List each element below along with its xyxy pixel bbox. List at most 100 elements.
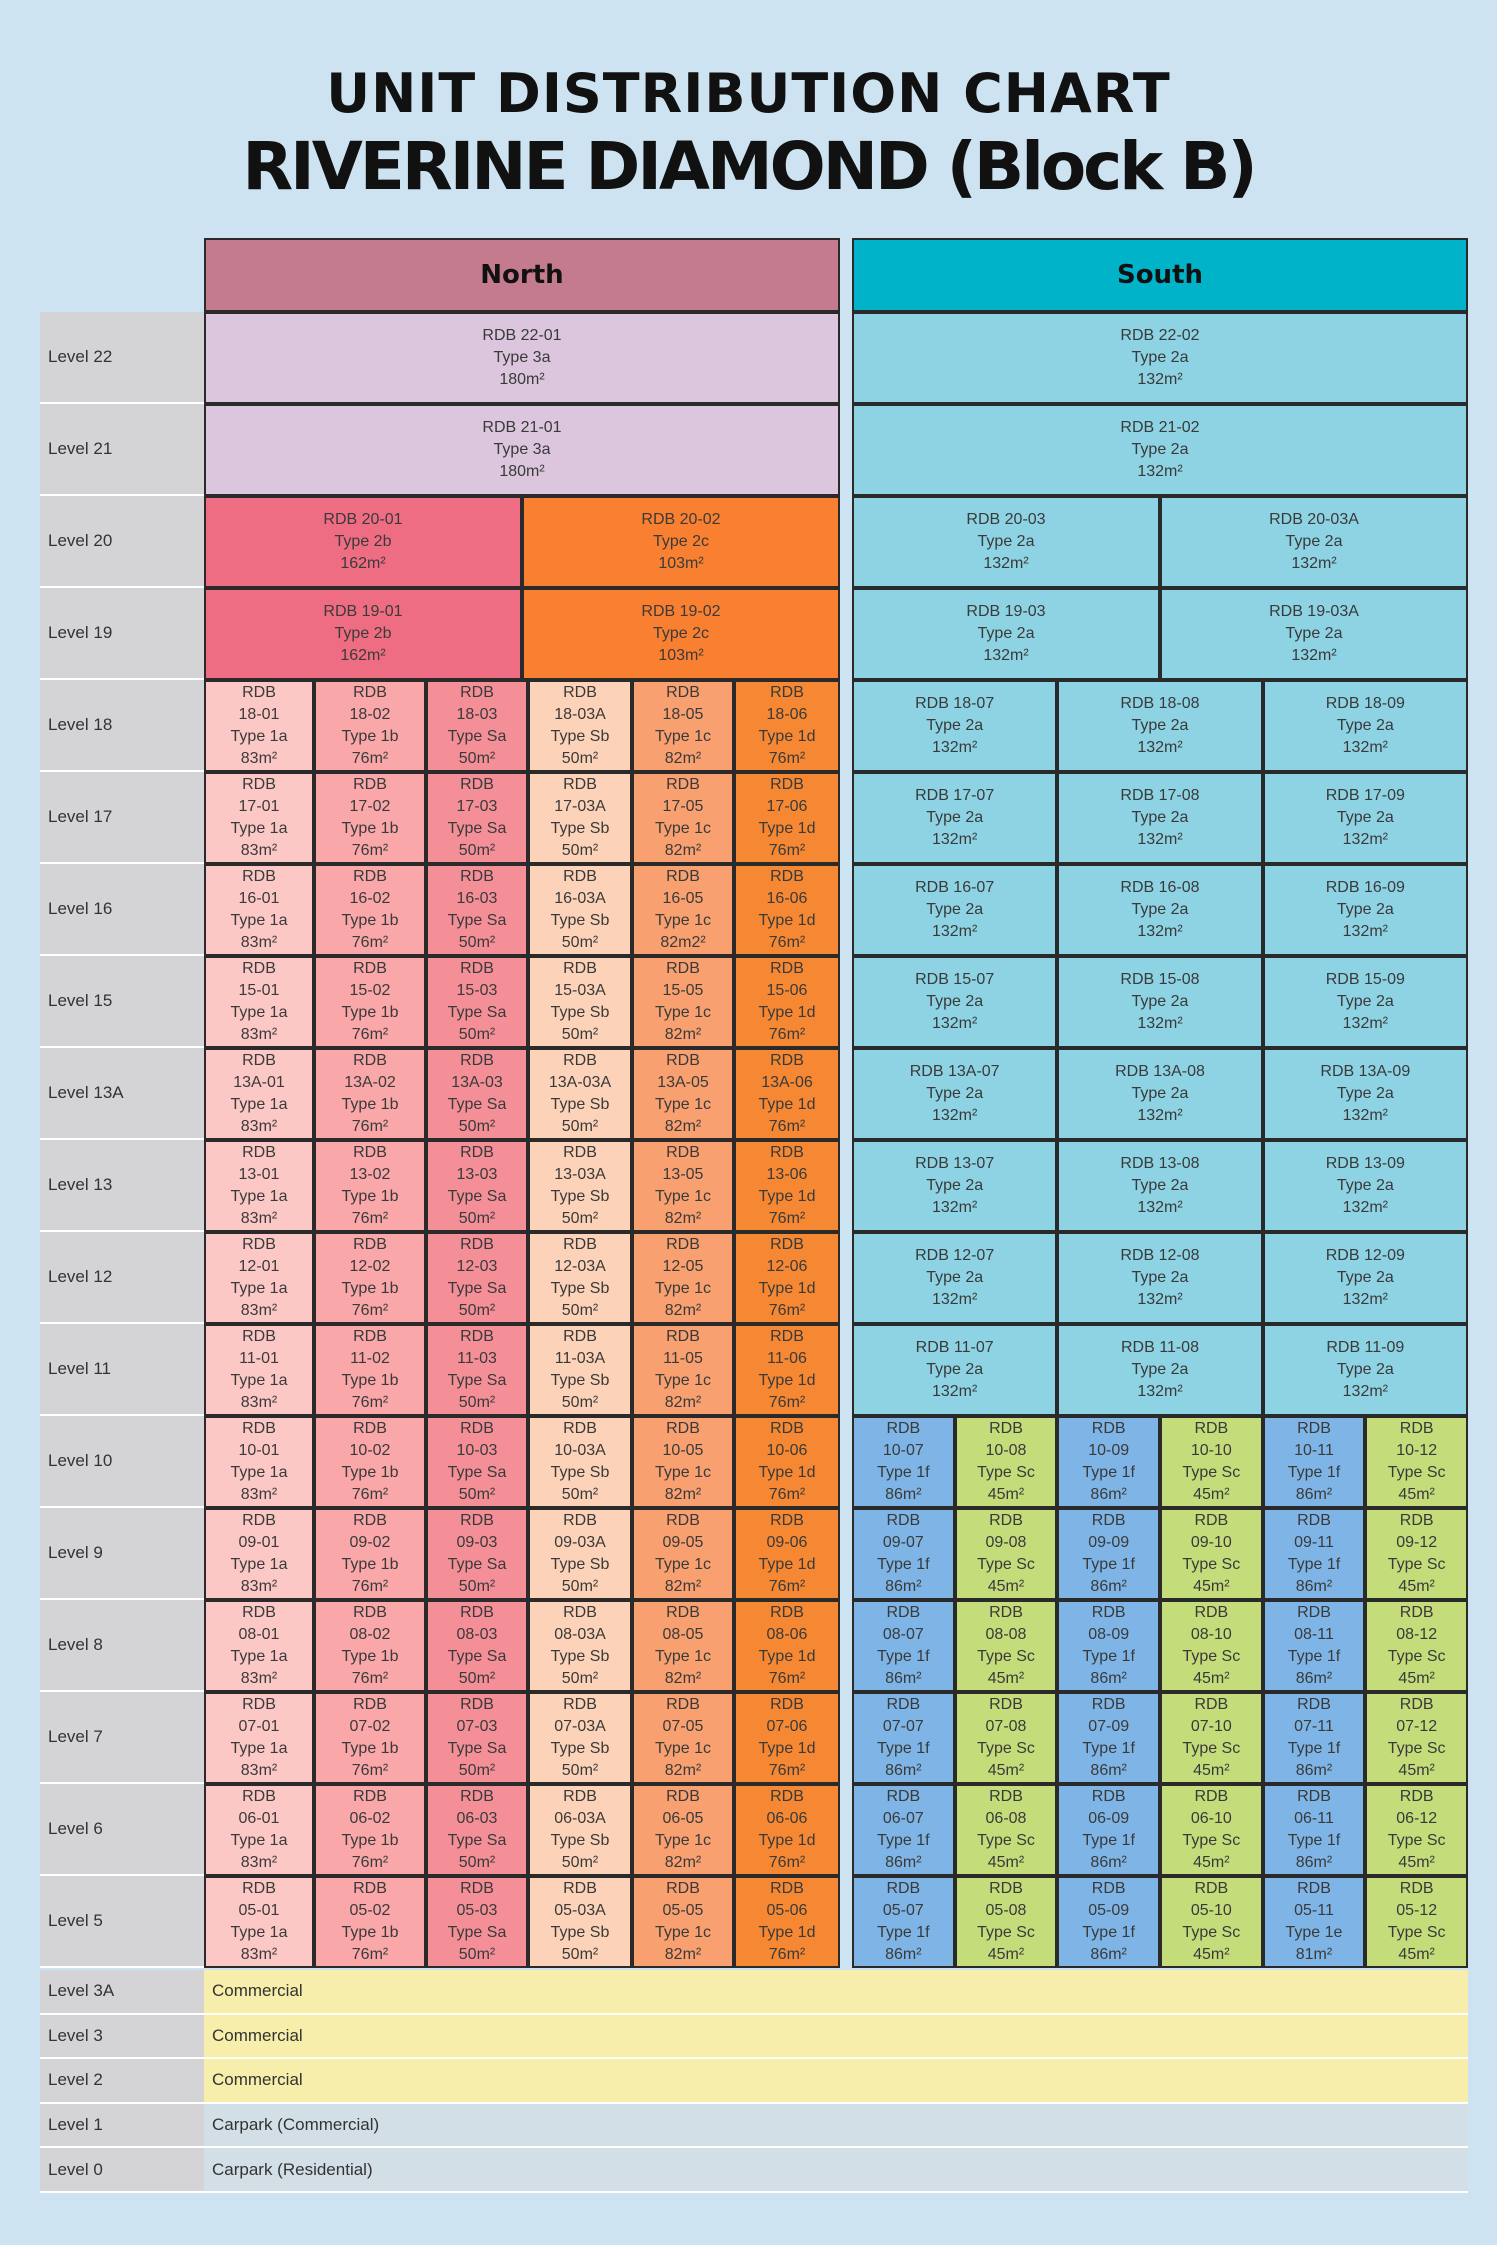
unit-cell: RDB 10-10 Type Sc 45m² (1160, 1416, 1263, 1508)
unit-text: RDB (242, 776, 276, 793)
unit-cell: RDB 12-01 Type 1a 83m² (204, 1232, 314, 1324)
unit-text: 76m² (351, 934, 389, 951)
unit-text: RDB (563, 1420, 597, 1437)
unit-text: 132m² (1137, 831, 1183, 848)
unit-text: Type Sc (1182, 1740, 1241, 1757)
unit-cell: RDB 08-01 Type 1a 83m² (204, 1600, 314, 1692)
unit-text: 05-07 (882, 1902, 924, 1919)
unit-text: Type 1b (341, 1556, 399, 1573)
unit-text: RDB (353, 1420, 387, 1437)
unit-text: RDB (666, 1604, 700, 1621)
unit-text: 50m² (561, 1946, 599, 1963)
unit-cell: RDB 08-02 Type 1b 76m² (314, 1600, 426, 1692)
unit-text: 09-07 (882, 1534, 924, 1551)
unit-cell: RDB 15-05 Type 1c 82m² (632, 956, 734, 1048)
unit-text: 13-03A (554, 1166, 606, 1183)
unit-text: RDB (242, 1880, 276, 1897)
unit-text: 09-03 (456, 1534, 498, 1551)
unit-text: 132m² (931, 1015, 978, 1032)
unit-text: 16-01 (238, 890, 280, 907)
unit-text: Type 1c (654, 1188, 712, 1205)
unit-text: Type Sc (977, 1464, 1035, 1481)
unit-text: 50m² (458, 750, 496, 767)
unit-text: 45m² (1193, 1762, 1230, 1779)
unit-cell: RDB 11-03A Type Sb 50m² (528, 1324, 632, 1416)
unit-text: 132m² (1342, 739, 1388, 756)
unit-text: Type 1a (230, 1556, 288, 1573)
unit-text: RDB 11-09 (1326, 1339, 1405, 1356)
unit-text: RDB (1194, 1696, 1229, 1713)
unit-text: 06-02 (349, 1810, 391, 1827)
unit-cell: RDB 07-03A Type Sb 50m² (528, 1692, 632, 1784)
podium-band: Commercial (204, 2014, 1468, 2060)
unit-text: RDB 17-09 (1325, 787, 1405, 804)
unit-text: RDB 12-07 (915, 1247, 995, 1264)
unit-text: RDB (666, 1696, 700, 1713)
unit-text: RDB (563, 776, 597, 793)
unit-text: RDB 15-08 (1120, 971, 1200, 988)
level-label: Level 18 (40, 680, 204, 772)
unit-text: 13A-01 (233, 1074, 285, 1091)
unit-text: 76m² (351, 1762, 389, 1779)
unit-text: Type Sa (447, 1464, 507, 1481)
unit-cell: RDB 13A-09 Type 2a 132m² (1262, 1048, 1468, 1140)
unit-cell: RDB 12-05 Type 1c 82m² (632, 1232, 734, 1324)
unit-text: RDB (1297, 1880, 1331, 1897)
unit-text: 09-06 (766, 1534, 808, 1551)
unit-text: 50m² (561, 934, 599, 951)
unit-text: Type 1d (758, 1740, 816, 1757)
unit-text: 45m² (1193, 1946, 1230, 1963)
unit-text: 08-09 (1088, 1626, 1130, 1643)
unit-cell: RDB 13-01 Type 1a 83m² (204, 1140, 314, 1232)
unit-cell: RDB 16-09 Type 2a 132m² (1262, 864, 1468, 956)
unit-text: Type Sb (550, 1924, 610, 1941)
unit-text: Type Sb (550, 1740, 610, 1757)
unit-text: Type 3a (493, 349, 551, 366)
unit-text: 05-03 (456, 1902, 498, 1919)
unit-text: 76m² (768, 1762, 806, 1779)
unit-text: Type 1d (758, 1372, 816, 1389)
unit-text: North (480, 260, 564, 290)
unit-text: 82m² (664, 750, 702, 767)
unit-text: 08-03A (554, 1626, 606, 1643)
unit-text: RDB 22-01 (482, 327, 562, 344)
unit-cell: RDB 12-02 Type 1b 76m² (314, 1232, 426, 1324)
unit-text: RDB (1091, 1604, 1126, 1621)
unit-text: 132m² (1137, 463, 1183, 480)
unit-text: RDB 12-08 (1120, 1247, 1200, 1264)
unit-text: 162m² (340, 555, 386, 572)
unit-text: RDB (353, 1052, 387, 1069)
unit-text: Type 1a (230, 1096, 288, 1113)
unit-text: 76m² (768, 1670, 806, 1687)
unit-cell: RDB 15-07 Type 2a 132m² (852, 956, 1058, 1048)
unit-text: 12-01 (238, 1258, 280, 1275)
unit-text: RDB 11-07 (915, 1339, 994, 1356)
level-label: Level 15 (40, 956, 204, 1048)
unit-text: 132m² (931, 1199, 978, 1216)
unit-text: 132m² (931, 923, 978, 940)
unit-text: 76m² (768, 1946, 806, 1963)
unit-text: 07-11 (1294, 1718, 1334, 1735)
unit-cell: RDB 07-12 Type Sc 45m² (1365, 1692, 1468, 1784)
unit-text: Type Sa (447, 1740, 507, 1757)
unit-text: Type 1a (230, 1188, 288, 1205)
unit-cell: RDB 10-03 Type Sa 50m² (426, 1416, 528, 1508)
unit-text: 08-03 (456, 1626, 498, 1643)
unit-text: RDB (1297, 1696, 1331, 1713)
level-label: Level 9 (40, 1508, 204, 1600)
unit-text: 10-08 (985, 1442, 1027, 1459)
unit-cell: RDB 08-08 Type Sc 45m² (954, 1600, 1058, 1692)
unit-text: RDB (460, 1328, 494, 1345)
unit-text: Type 1f (877, 1648, 930, 1665)
unit-text: 86m² (885, 1854, 922, 1871)
unit-text: RDB (666, 1788, 700, 1805)
unit-text: Type 2a (1336, 901, 1394, 918)
unit-text: 18-06 (766, 706, 808, 723)
unit-text: 07-06 (766, 1718, 808, 1735)
unit-text: Type 1b (341, 1832, 399, 1849)
unit-text: 13-01 (238, 1166, 280, 1183)
unit-text: RDB (460, 776, 494, 793)
unit-text: Type 1f (1082, 1924, 1135, 1941)
unit-cell: RDB 15-09 Type 2a 132m² (1262, 956, 1468, 1048)
unit-cell: RDB 09-06 Type 1d 76m² (734, 1508, 840, 1600)
